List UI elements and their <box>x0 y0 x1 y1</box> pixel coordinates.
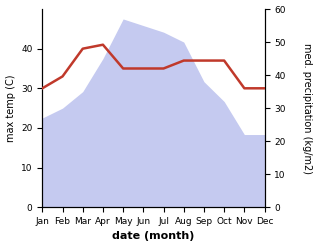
Y-axis label: med. precipitation (kg/m2): med. precipitation (kg/m2) <box>302 43 313 174</box>
X-axis label: date (month): date (month) <box>112 231 195 242</box>
Y-axis label: max temp (C): max temp (C) <box>5 74 16 142</box>
